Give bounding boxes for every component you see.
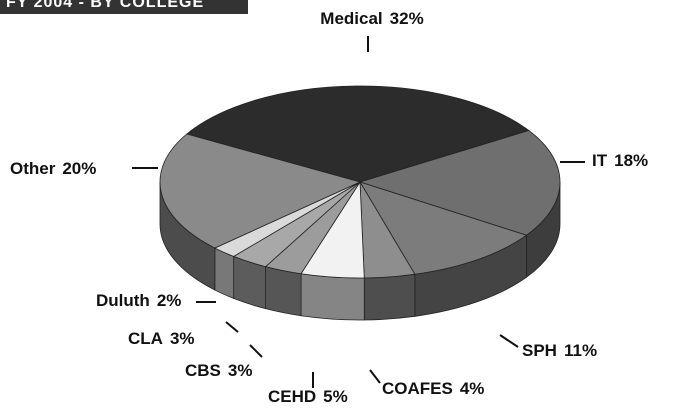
category-label: Duluth <box>96 291 150 310</box>
chart-title: FY 2004 - BY COLLEGE <box>6 0 204 11</box>
slice-side <box>265 266 302 317</box>
slice-label: Duluth 2% <box>96 291 181 310</box>
leader-line <box>249 344 263 358</box>
slice-label: Medical 32% <box>320 9 423 28</box>
slice-label: CEHD 5% <box>268 387 348 406</box>
category-label: SPH <box>522 341 557 360</box>
slice <box>159 133 362 249</box>
category-label: CEHD <box>268 387 316 406</box>
slice <box>185 85 530 183</box>
slice-label: SPH 11% <box>522 341 597 360</box>
value-label: 18% <box>614 151 648 170</box>
leader-line <box>369 369 381 384</box>
category-label: IT <box>592 151 608 170</box>
slice <box>359 181 528 275</box>
category-label: COAFES <box>382 379 453 398</box>
value-label: 11% <box>564 341 597 360</box>
slice-side <box>300 273 365 321</box>
slice-label: CLA 3% <box>128 329 195 348</box>
value-label: 20% <box>62 159 96 178</box>
slice <box>358 130 561 236</box>
category-label: Other <box>10 159 56 178</box>
category-label: Medical <box>320 9 382 28</box>
slice-label: IT 18% <box>592 151 648 170</box>
value-label: 2% <box>157 291 182 310</box>
value-label: 5% <box>323 387 348 406</box>
title-box <box>0 0 248 14</box>
value-label: 4% <box>460 379 485 398</box>
slice-label: COAFES 4% <box>382 379 484 398</box>
category-label: CLA <box>128 329 163 348</box>
leader-line <box>225 321 239 333</box>
slice-label: CBS 3% <box>185 361 252 380</box>
value-label: 3% <box>170 329 195 348</box>
leader-line <box>499 334 519 348</box>
value-label: 32% <box>390 9 424 28</box>
value-label: 3% <box>228 361 253 380</box>
category-label: CBS <box>185 361 221 380</box>
slice-side <box>363 273 416 321</box>
slice-label: Other 20% <box>10 159 96 178</box>
